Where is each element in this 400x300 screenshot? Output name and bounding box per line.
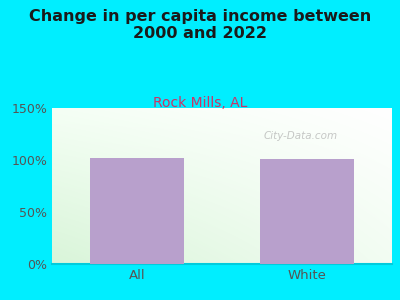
Bar	[260, 159, 354, 264]
Text: City-Data.com: City-Data.com	[263, 131, 337, 141]
Text: Change in per capita income between
2000 and 2022: Change in per capita income between 2000…	[29, 9, 371, 41]
Text: Rock Mills, AL: Rock Mills, AL	[153, 96, 247, 110]
Bar	[90, 158, 184, 264]
